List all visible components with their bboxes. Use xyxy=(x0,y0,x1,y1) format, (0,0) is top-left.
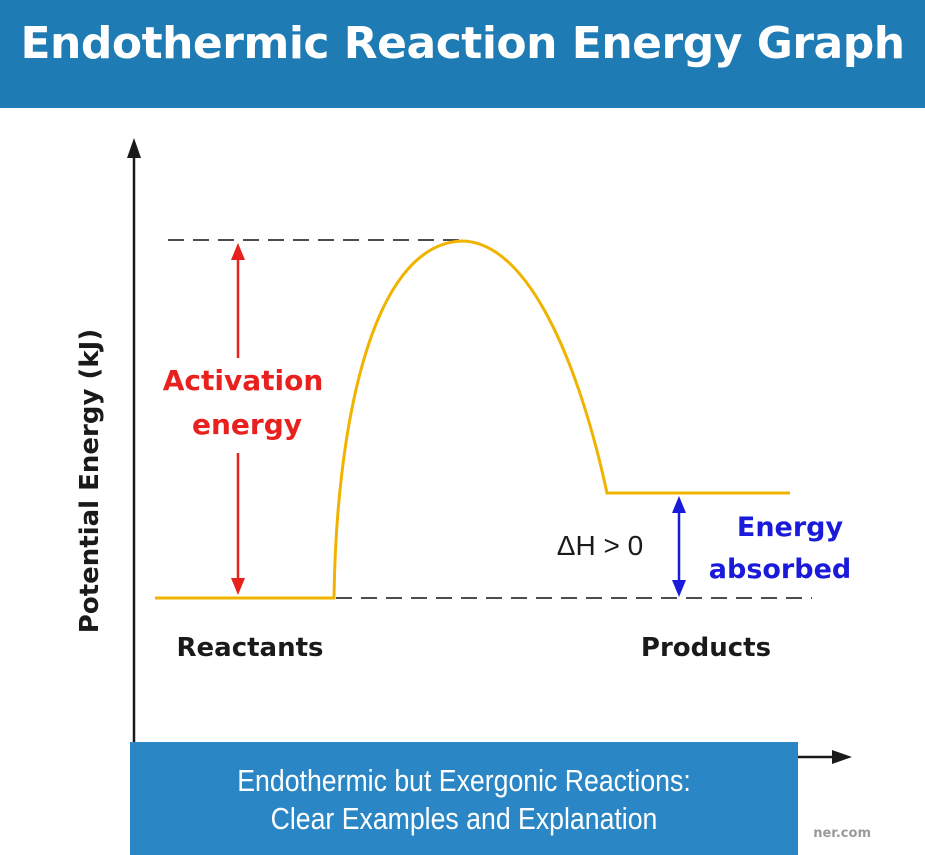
activation-arrowhead-down xyxy=(231,578,245,595)
reactants-label: Reactants xyxy=(177,633,324,663)
reaction-energy-curve xyxy=(155,239,790,600)
energy-absorbed-arrowhead-down xyxy=(672,580,686,597)
watermark: ner.com xyxy=(813,826,871,841)
caption-box: Endothermic but Exergonic Reactions: Cle… xyxy=(130,742,798,855)
products-label: Products xyxy=(641,633,771,663)
x-axis-arrowhead xyxy=(832,750,852,764)
activation-label-line2: energy xyxy=(192,408,302,441)
title-banner: Endothermic Reaction Energy Graph xyxy=(0,0,925,108)
energy-absorbed-label-line2: absorbed xyxy=(709,554,851,585)
delta-h-label: ΔH > 0 xyxy=(557,530,643,561)
y-axis-arrowhead xyxy=(127,138,141,158)
energy-absorbed-arrowhead-up xyxy=(672,496,686,513)
energy-absorbed-label-line1: Energy xyxy=(737,512,844,543)
caption-line-1: Endothermic but Exergonic Reactions: xyxy=(237,763,691,798)
activation-label-line1: Activation xyxy=(163,364,324,397)
banner-title: Endothermic Reaction Energy Graph xyxy=(20,18,905,69)
energy-diagram: Potential Energy (kJ) Activation energy … xyxy=(75,138,852,764)
y-axis-label: Potential Energy (kJ) xyxy=(75,329,105,633)
caption-line-2: Clear Examples and Explanation xyxy=(270,801,658,836)
activation-arrowhead-up xyxy=(231,243,245,260)
